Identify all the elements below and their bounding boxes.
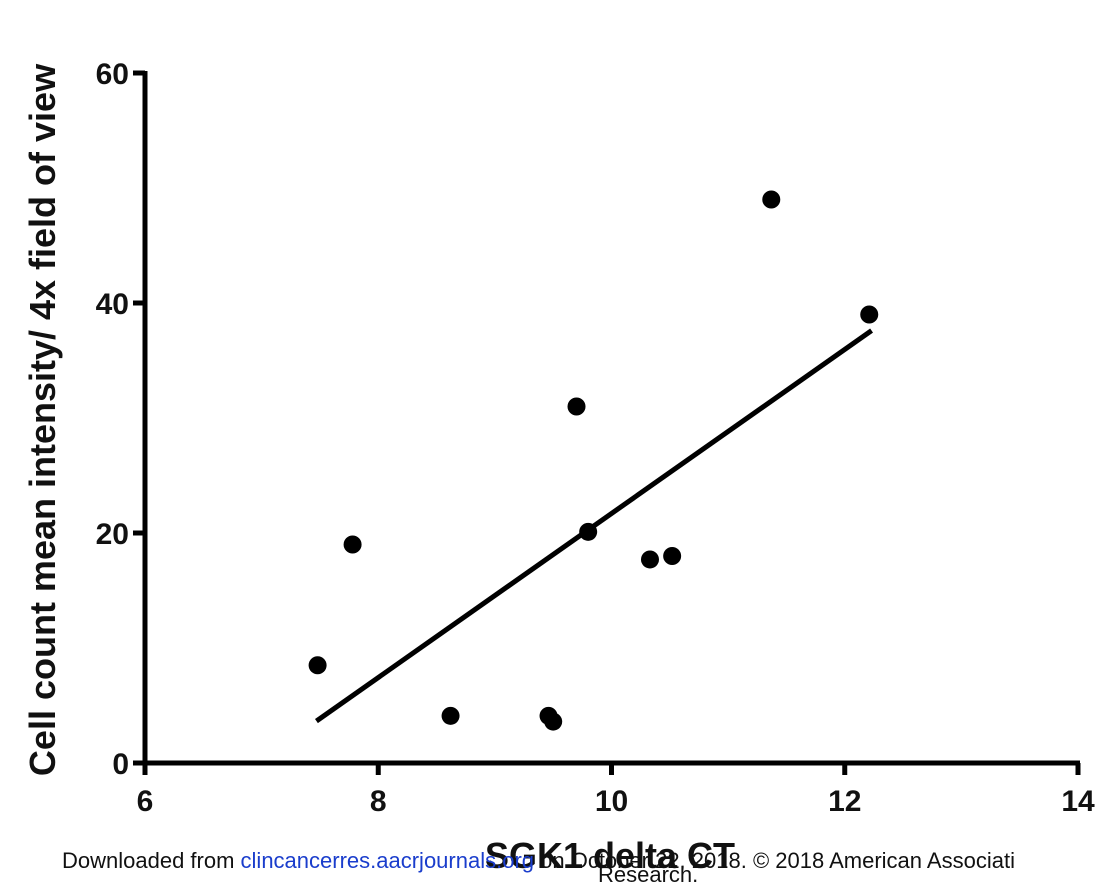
point [579, 522, 598, 541]
x-tick-label: 10 [595, 785, 628, 818]
footer-text: on October 22, 2018. © 2018 American Ass… [534, 848, 1015, 873]
y-tick-label: 0 [112, 748, 129, 781]
x-tick-label: 12 [828, 785, 861, 818]
footer-link[interactable]: clincancerres.aacrjournals.org [240, 848, 535, 873]
footer-text: Downloaded from [62, 848, 241, 873]
footer-line: Research. [598, 862, 699, 887]
footer: Downloaded from clincancerres.aacrjourna… [62, 848, 1015, 874]
y-axis-label: Cell count mean intensity/ 4x field of v… [22, 63, 63, 776]
point [640, 550, 659, 569]
y-tick-label: 40 [96, 288, 129, 321]
point [544, 712, 563, 731]
point [343, 535, 362, 554]
x-tick-label: 14 [1061, 785, 1095, 818]
point [762, 190, 781, 209]
point [567, 397, 586, 416]
point [308, 656, 327, 675]
x-tick-label: 6 [137, 785, 154, 818]
point [663, 547, 682, 565]
x-axis-label: SGK1 delta CT [485, 835, 735, 876]
y-tick-label: 20 [96, 518, 129, 551]
point [860, 305, 879, 324]
point [441, 706, 460, 725]
y-tick-label: 60 [96, 58, 129, 91]
x-tick-label: 8 [370, 785, 387, 818]
